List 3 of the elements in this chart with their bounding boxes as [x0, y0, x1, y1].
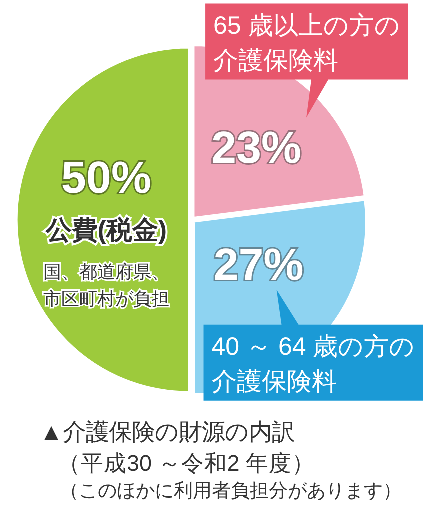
subtitle: （平成30 ～令和2 年度）: [58, 451, 316, 476]
annotation: （このほかに利用者負担分があります）: [60, 480, 402, 501]
title: ▲介護保険の財源の内訳: [40, 419, 296, 445]
